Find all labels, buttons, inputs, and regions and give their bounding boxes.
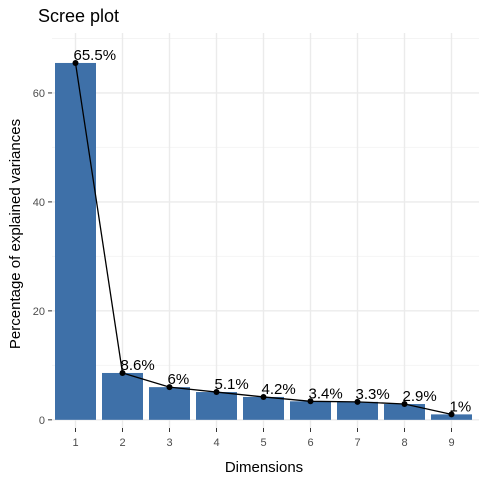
x-tick-label-7: 7: [354, 437, 360, 449]
data-label-dim-7: 3.3%: [356, 386, 390, 403]
bar-dim-1: [55, 62, 96, 420]
bar-dim-5: [243, 396, 284, 420]
x-tick-label-6: 6: [307, 437, 313, 449]
data-label-dim-1: 65.5%: [74, 47, 117, 64]
plot-area: 65.5% 8.6% 6% 5.1% 4.2% 3.4% 3.3% 2.9% 1% 0 20 40 60…: [33, 33, 479, 449]
data-label-dim-4: 5.1%: [215, 376, 249, 393]
x-tick-label-8: 8: [401, 437, 407, 449]
bar-dim-4: [196, 392, 237, 420]
y-tick-label-20: 20: [33, 306, 45, 318]
point-dim-9: [448, 411, 455, 418]
point-dim-6: [307, 398, 314, 405]
point-dim-8: [401, 401, 408, 408]
x-axis-label: Dimensions: [225, 459, 303, 476]
point-dim-7: [354, 398, 361, 405]
data-label-dim-2: 8.6%: [121, 357, 155, 374]
bar-dim-6: [290, 401, 331, 420]
point-dim-3: [166, 384, 173, 391]
x-tick-label-9: 9: [448, 437, 454, 449]
data-label-dim-9: 1%: [450, 398, 472, 415]
y-tick-label-40: 40: [33, 197, 45, 209]
y-axis-label: Percentage of explained variances: [7, 119, 24, 349]
x-tick-label-2: 2: [119, 437, 125, 449]
x-tick-label-4: 4: [213, 437, 219, 449]
data-label-dim-5: 4.2%: [262, 381, 296, 398]
data-label-dim-8: 2.9%: [403, 388, 437, 405]
y-tick-label-60: 60: [33, 88, 45, 100]
bar-dim-2: [102, 372, 143, 420]
chart-title: Scree plot: [38, 6, 119, 26]
data-label-dim-3: 6%: [168, 371, 190, 388]
bar-dim-7: [337, 401, 378, 420]
x-tick-label-5: 5: [260, 437, 266, 449]
point-dim-5: [260, 393, 267, 400]
x-tick-label-3: 3: [166, 437, 172, 449]
y-tick-label-0: 0: [39, 415, 45, 427]
point-dim-4: [213, 389, 220, 396]
data-label-dim-6: 3.4%: [309, 385, 343, 402]
bar-dim-8: [384, 404, 425, 420]
bar-dim-3: [149, 387, 190, 420]
point-dim-1: [72, 59, 79, 66]
point-dim-2: [119, 369, 126, 376]
x-tick-label-1: 1: [72, 437, 78, 449]
